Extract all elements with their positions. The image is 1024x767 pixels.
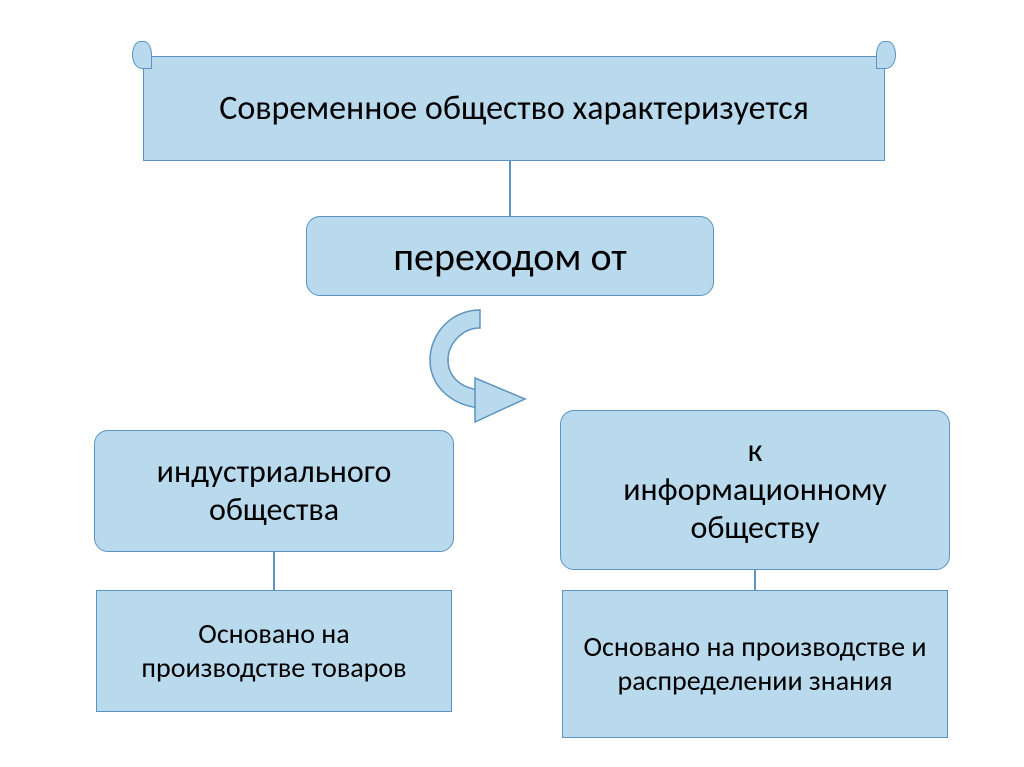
transition-text: переходом от [393,232,627,281]
connector-informational-knowledge [754,570,756,590]
based-goods-text: Основано на производстве товаров [117,617,431,684]
transition-node: переходом от [306,216,714,296]
informational-text-line2: информационному обществу [561,471,949,548]
banner-scroll-left [132,41,152,69]
title-banner: Современное общество характеризуется [143,56,885,161]
based-knowledge-text: Основано на производстве и распределении… [583,630,927,697]
title-text: Современное общество характеризуется [219,89,809,128]
banner-scroll-right [876,41,896,69]
connector-title-transition [509,161,511,216]
curved-arrow [420,300,580,430]
industrial-text: индустриального общества [95,453,453,530]
based-knowledge-node: Основано на производстве и распределении… [562,590,948,738]
based-goods-node: Основано на производстве товаров [96,590,452,712]
connector-industrial-goods [273,552,275,590]
industrial-node: индустриального общества [94,430,454,552]
informational-text-line1: к [748,432,763,470]
informational-node: к информационному обществу [560,410,950,570]
